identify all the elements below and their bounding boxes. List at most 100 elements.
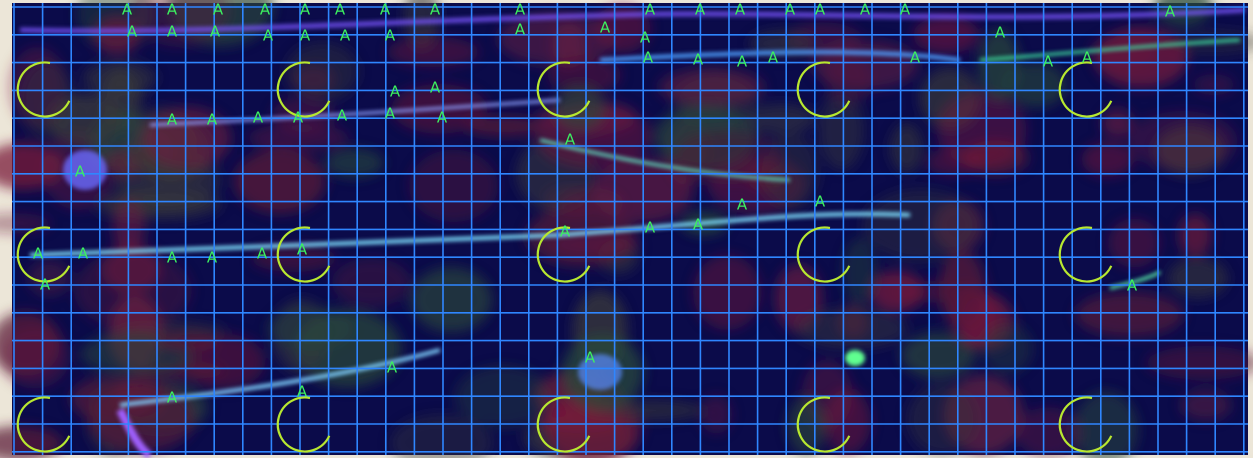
blotch [1180, 390, 1232, 421]
marker-label: A [815, 193, 826, 211]
blotch [1, 326, 70, 389]
blotch [811, 39, 919, 91]
marker-label: A [1165, 3, 1176, 21]
marker-label: A [300, 27, 311, 45]
fibers [19, 7, 1246, 458]
target-arc [1058, 396, 1113, 453]
marker-label: A [695, 1, 706, 19]
marker-label: A [600, 19, 611, 37]
blotch [700, 395, 733, 434]
marker-label: A [390, 83, 401, 101]
marker-label: A [340, 27, 351, 45]
marker-label: A [565, 131, 576, 149]
blotch [285, 41, 359, 102]
marker-label: A [300, 1, 311, 19]
target-arc [796, 61, 851, 118]
blotch [73, 250, 192, 330]
marker-label: A [1043, 53, 1054, 71]
blotch [869, 270, 924, 313]
target-arc [536, 61, 591, 118]
marker-label: A [768, 49, 779, 67]
blotch [818, 91, 865, 171]
marker-label: A [737, 196, 748, 214]
target-arc [536, 226, 591, 283]
blotch [233, 149, 326, 214]
target-arc [796, 396, 851, 453]
marker-label: A [785, 1, 796, 19]
blotch [794, 308, 908, 350]
blotch [981, 323, 1033, 375]
marker-label: A [693, 216, 704, 234]
blotch [251, 244, 337, 272]
blotch [325, 148, 385, 178]
target-arc [276, 396, 331, 453]
blotch [862, 189, 979, 262]
blotch [156, 331, 218, 353]
blotch [549, 232, 641, 258]
blotch [0, 425, 63, 458]
blotch [659, 68, 765, 106]
markers: A A A A A A A A A A A A A A A A AA A A A A A A A AAA A A A AAA AA AA A A… [33, 1, 1176, 407]
marker-label: A [643, 49, 654, 67]
target-arc [16, 61, 71, 118]
blotch [926, 148, 983, 176]
marker-label: A [430, 79, 441, 97]
marker-label: A [297, 383, 308, 401]
blotch [387, 36, 480, 68]
blotch [1081, 142, 1134, 177]
marker-label: A [380, 1, 391, 19]
marker-label: A [207, 249, 218, 267]
marker-label: A [78, 245, 89, 263]
blotch [1094, 27, 1189, 88]
marker-label: A [207, 111, 218, 129]
blotch [745, 103, 816, 135]
blotch [842, 237, 877, 306]
marker-label: A [585, 349, 596, 367]
target-arc [536, 396, 591, 453]
marker-label: A [910, 49, 921, 67]
blotch [1005, 62, 1067, 108]
marker-label: A [437, 109, 448, 127]
blotch [266, 306, 354, 351]
marker-label: A [122, 1, 133, 19]
marker-label: A [900, 1, 911, 19]
blotch [554, 85, 605, 131]
blotch [1178, 213, 1212, 258]
target-arc [796, 226, 851, 283]
blotch [907, 383, 978, 456]
blotch [1101, 108, 1134, 139]
marker-label: A [167, 389, 178, 407]
marker-label: A [645, 1, 656, 19]
targets [16, 61, 1113, 453]
blotch [408, 149, 499, 223]
marker-label: A [335, 1, 346, 19]
marker-label: A [293, 109, 304, 127]
marker-label: A [257, 245, 268, 263]
blotch [410, 267, 493, 333]
marker-label: A [213, 1, 224, 19]
marker-label: A [430, 1, 441, 19]
blotch [787, 396, 826, 455]
marker-label: A [737, 53, 748, 71]
marker-label: A [127, 23, 138, 41]
marker-label: A [297, 241, 308, 259]
marker-label: A [640, 29, 651, 47]
blotch [535, 408, 626, 434]
blotch [1146, 345, 1253, 380]
marker-label: A [263, 27, 274, 45]
marker-label: A [1082, 49, 1093, 67]
blotch [462, 116, 547, 137]
blotch [331, 257, 411, 308]
blotch [978, 29, 1020, 101]
target-arc [276, 61, 331, 118]
blotch [1108, 218, 1161, 268]
marker-label: A [560, 223, 571, 241]
blotch [1193, 74, 1235, 96]
blotch [1015, 407, 1082, 458]
blotch [1167, 257, 1228, 298]
blotch [890, 123, 923, 174]
target-arc [16, 396, 71, 453]
marker-label: A [260, 1, 271, 19]
